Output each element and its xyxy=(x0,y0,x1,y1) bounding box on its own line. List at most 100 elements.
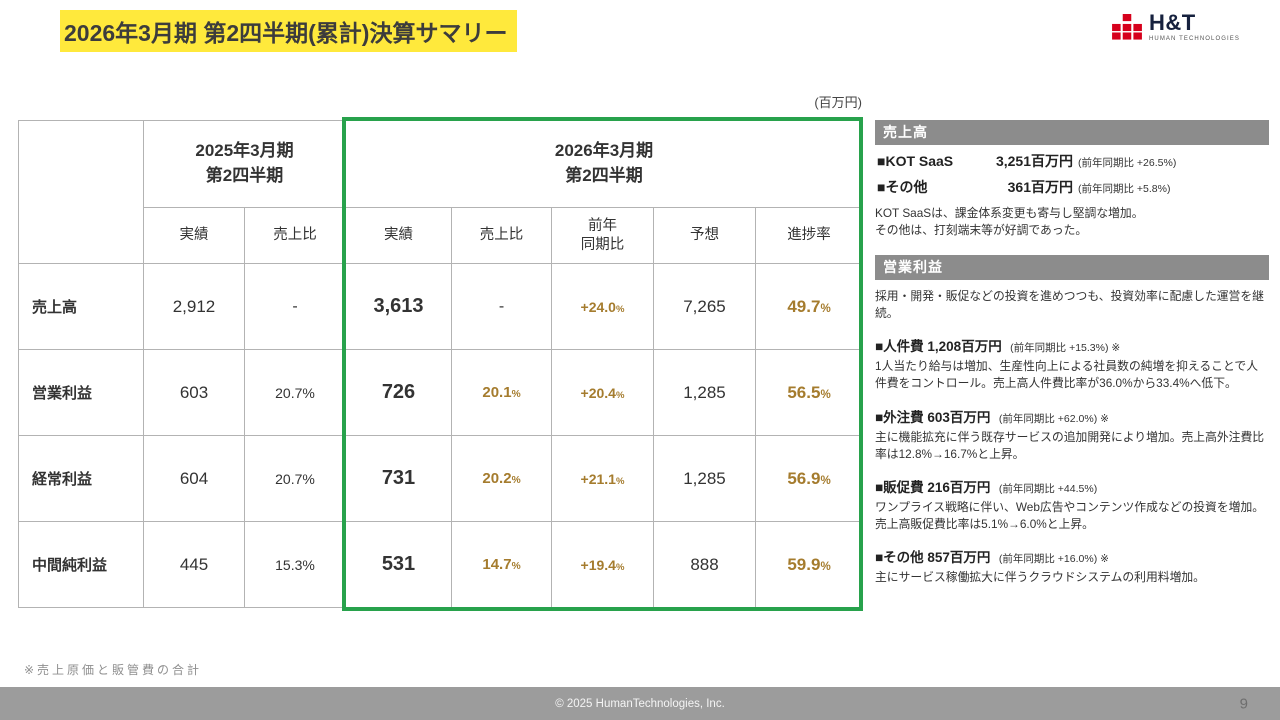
expense-note: (前年同期比 +44.5%) xyxy=(998,482,1098,495)
cell-value: +20.4 xyxy=(580,384,616,401)
cell-unit: % xyxy=(615,475,625,487)
cell-value: 1,285 xyxy=(683,382,726,402)
logo-subtitle: HUMAN TECHNOLOGIES xyxy=(1148,36,1240,42)
expense-item-promotion: ■販促費 216百万円 (前年同期比 +44.5%) ワンプライス戦略に伴い、W… xyxy=(875,476,1269,533)
row-label: 中間純利益 xyxy=(18,521,144,608)
cell: 59.9% xyxy=(754,521,864,608)
cell: 888 xyxy=(653,521,756,608)
footer-bar: © 2025 HumanTechnologies, Inc. 9 xyxy=(0,687,1280,720)
expense-body: 主に機能拡充に伴う既存サービスの追加開発により増加。売上高外注費比率は12.8%… xyxy=(875,429,1265,461)
cell: 726 xyxy=(345,349,452,436)
column-header-progress: 進捗率 xyxy=(754,207,864,264)
cell-unit: % xyxy=(820,388,831,401)
expense-head-row: ■人件費 1,208百万円 (前年同期比 +15.3%) ※ xyxy=(875,335,1269,356)
cell-unit: % xyxy=(820,560,831,573)
cell: 49.7% xyxy=(754,263,864,350)
expense-body: ワンプライス戦略に伴い、Web広告やコンテンツ作成などの投資を増加。売上高販促費… xyxy=(875,499,1265,531)
column-header-forecast: 予想 xyxy=(653,207,756,264)
cell: 56.5% xyxy=(754,349,864,436)
page-title-text: 2026年3月期 第2四半期(累計)決算サマリー xyxy=(60,10,518,52)
row-label: 経常利益 xyxy=(18,435,144,522)
cell-value: 56.9 xyxy=(787,468,821,488)
cell-unit: % xyxy=(615,389,625,401)
cell-unit: % xyxy=(820,474,831,487)
cell-value: 1,285 xyxy=(683,468,726,488)
cell-value: 726 xyxy=(381,381,416,403)
revenue-item-kot-saas: ■KOT SaaS 3,251百万円 (前年同期比 +26.5%) xyxy=(877,151,1269,171)
expense-note: (前年同期比 +62.0%) ※ xyxy=(998,412,1109,425)
logo-name: H&T xyxy=(1148,10,1196,35)
cell: - xyxy=(244,263,346,350)
cell: 20.2% xyxy=(451,435,552,522)
table-row-revenue: 売上高 2,912 - 3,613 - +24.0% 7,265 49.7% xyxy=(18,263,864,350)
revenue-item-label: ■その他 xyxy=(877,179,928,195)
cell-value: 59.9 xyxy=(787,554,821,574)
expense-head-row: ■外注費 603百万円 (前年同期比 +62.0%) ※ xyxy=(875,406,1269,427)
operating-profit-intro: 採用・開発・販促などの投資を進めつつも、投資効率に配慮した運営を継続。 xyxy=(875,289,1264,321)
cell-value: 20.2 xyxy=(482,470,512,487)
revenue-item-note: (前年同期比 +5.8%) xyxy=(1078,183,1171,195)
revenue-item-value: 3,251百万円 xyxy=(995,153,1073,169)
cell-value: 49.7 xyxy=(787,296,821,316)
cell-value: 2,912 xyxy=(172,296,216,316)
results-table-area: 2025年3月期 第2四半期 2026年3月期 第2四半期 実績 売上比 実績 … xyxy=(18,117,864,611)
cell-value: 603 xyxy=(179,382,209,402)
table-row-operating-profit: 営業利益 603 20.7% 726 20.1% +20.4% 1,285 56… xyxy=(18,349,864,436)
group-header-2025: 2025年3月期 第2四半期 xyxy=(143,120,346,208)
expense-item-outsourcing: ■外注費 603百万円 (前年同期比 +62.0%) ※ 主に機能拡充に伴う既存… xyxy=(875,406,1269,463)
cell: 3,613 xyxy=(345,263,452,350)
company-logo: H&T HUMAN TECHNOLOGIES xyxy=(1112,12,1240,42)
cell-unit: % xyxy=(820,302,831,315)
expense-note: (前年同期比 +16.0%) ※ xyxy=(998,552,1109,565)
cell: 604 xyxy=(143,435,245,522)
expense-head-row: ■その他 857百万円 (前年同期比 +16.0%) ※ xyxy=(875,546,1269,567)
cell-value: - xyxy=(292,297,298,315)
column-header-ratio-2026: 売上比 xyxy=(451,207,552,264)
cell: 1,285 xyxy=(653,349,756,436)
cell-value: +19.4 xyxy=(580,556,616,573)
logo-text: H&T HUMAN TECHNOLOGIES xyxy=(1148,10,1240,43)
table-row-ordinary-profit: 経常利益 604 20.7% 731 20.2% +21.1% 1,285 56… xyxy=(18,435,864,522)
cell-value: +24.0 xyxy=(580,298,616,315)
cell: 2,912 xyxy=(143,263,245,350)
results-table: 2025年3月期 第2四半期 2026年3月期 第2四半期 実績 売上比 実績 … xyxy=(18,120,864,608)
page-number: 9 xyxy=(1239,695,1248,712)
cell: 20.1% xyxy=(451,349,552,436)
sidebar: 売上高 ■KOT SaaS 3,251百万円 (前年同期比 +26.5%) ■そ… xyxy=(875,120,1269,586)
cell-value: 445 xyxy=(179,554,209,574)
expense-head: ■外注費 603百万円 xyxy=(875,409,991,425)
column-header-actual-2025: 実績 xyxy=(143,207,245,264)
cell: +21.1% xyxy=(551,435,654,522)
cell-value: +21.1 xyxy=(580,470,616,487)
cell-value: - xyxy=(498,297,505,315)
column-header-yoy: 前年 同期比 xyxy=(551,207,654,264)
expense-body: 主にサービス稼働拡大に伴うクラウドシステムの利用料増加。 xyxy=(875,569,1205,584)
cell-value: 531 xyxy=(381,553,416,575)
corner-cell xyxy=(18,120,144,264)
expense-head: ■人件費 1,208百万円 xyxy=(875,339,1002,355)
cell: +19.4% xyxy=(551,521,654,608)
cell: +24.0% xyxy=(551,263,654,350)
column-header-ratio-2025: 売上比 xyxy=(244,207,346,264)
cell-value: 15.3% xyxy=(275,556,315,573)
row-label: 売上高 xyxy=(18,263,144,350)
cell-value: 731 xyxy=(381,467,416,489)
expense-note: (前年同期比 +15.3%) ※ xyxy=(1010,342,1121,355)
cell: 14.7% xyxy=(451,521,552,608)
cell-value: 56.5 xyxy=(787,382,821,402)
cell: 7,265 xyxy=(653,263,756,350)
expense-item-other: ■その他 857百万円 (前年同期比 +16.0%) ※ 主にサービス稼働拡大に… xyxy=(875,546,1269,586)
group-header-2026: 2026年3月期 第2四半期 xyxy=(344,120,864,208)
page-title: 2026年3月期 第2四半期(累計)決算サマリー xyxy=(60,10,518,52)
logo-icon xyxy=(1112,13,1142,40)
cell: 1,285 xyxy=(653,435,756,522)
cell-value: 888 xyxy=(690,554,719,574)
cell-value: 14.7 xyxy=(482,556,512,573)
cell-unit: % xyxy=(615,303,625,315)
operating-profit-section-title: 営業利益 xyxy=(875,255,1269,281)
cell: 731 xyxy=(345,435,452,522)
cell: 603 xyxy=(143,349,245,436)
cell: 20.7% xyxy=(244,435,346,522)
cell-unit: % xyxy=(615,561,625,573)
